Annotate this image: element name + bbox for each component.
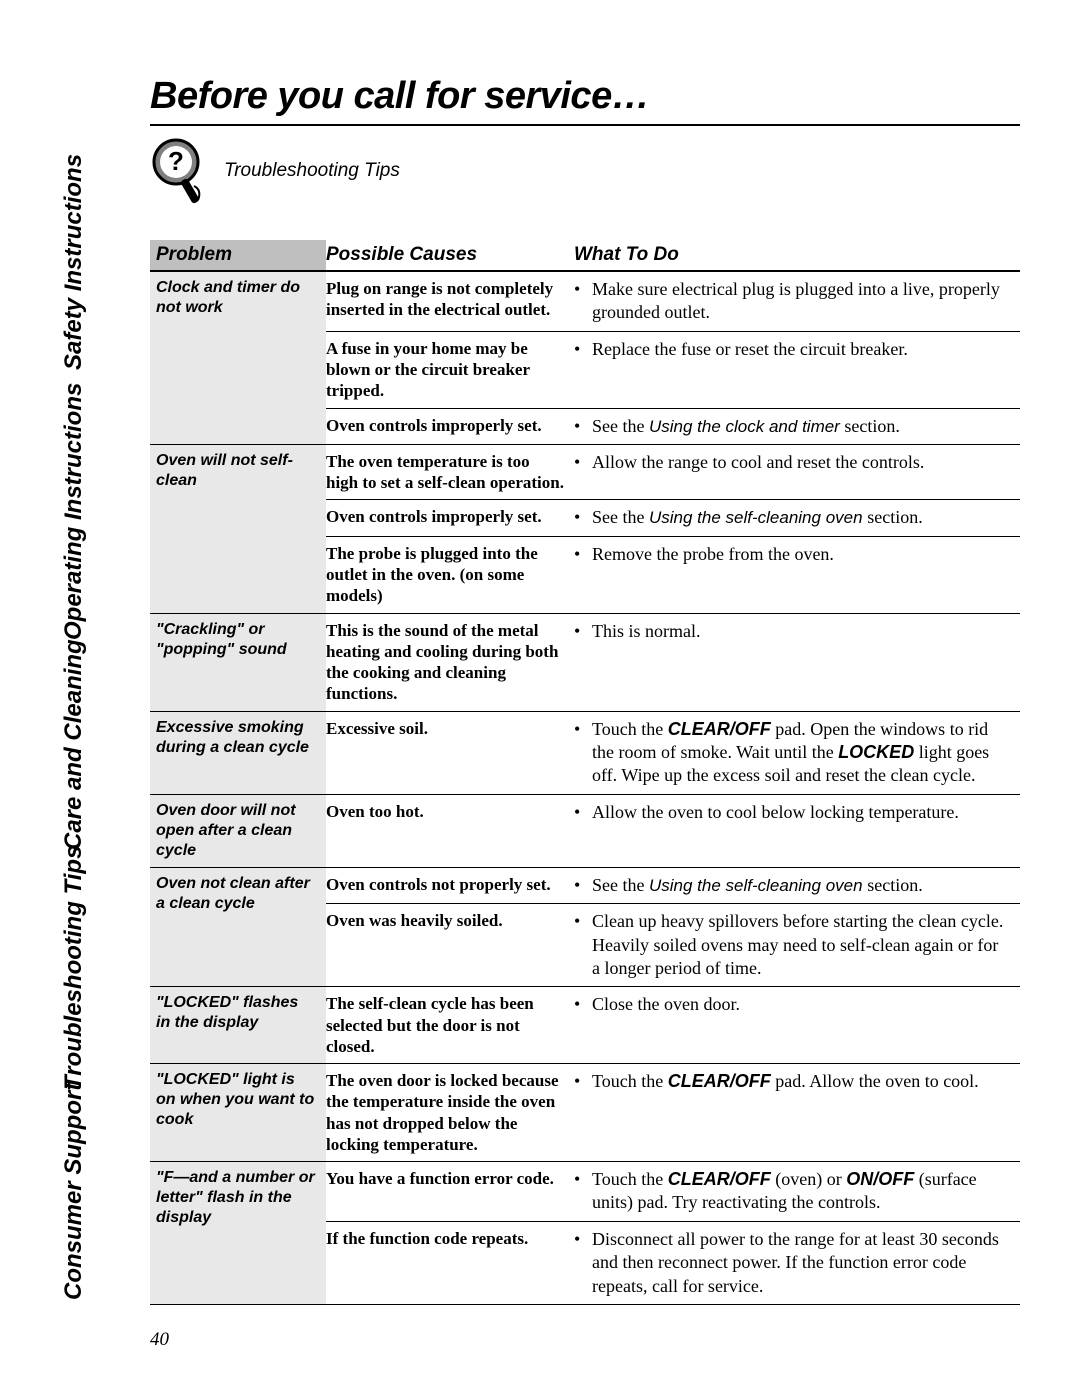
cause-cell: If the function code repeats. — [326, 1221, 574, 1304]
todo-cell: •Replace the fuse or reset the circuit b… — [574, 331, 1020, 408]
cause-cell: The oven door is locked because the temp… — [326, 1064, 574, 1162]
cause-cell: The self-clean cycle has been selected b… — [326, 987, 574, 1064]
table-row: "F—and a number or letter" flash in the … — [150, 1162, 1020, 1222]
cause-cell: This is the sound of the metal heating a… — [326, 613, 574, 711]
subhead-text: Troubleshooting Tips — [224, 160, 400, 182]
col-todo: What To Do — [574, 240, 1020, 271]
title-rule — [150, 124, 1020, 126]
todo-cell: •See the Using the self-cleaning oven se… — [574, 867, 1020, 903]
problem-cell: Excessive smoking during a clean cycle — [150, 711, 326, 794]
todo-cell: •Touch the CLEAR/OFF pad. Allow the oven… — [574, 1064, 1020, 1162]
todo-cell: •Allow the range to cool and reset the c… — [574, 444, 1020, 500]
cause-cell: Oven controls improperly set. — [326, 408, 574, 444]
problem-cell: "Crackling" or "popping" sound — [150, 613, 326, 711]
side-tabs: Safety Instructions Operating Instruction… — [60, 80, 120, 1160]
problem-cell: "LOCKED" flashes in the display — [150, 987, 326, 1064]
cause-cell: Oven was heavily soiled. — [326, 904, 574, 987]
side-tab: Consumer Support — [60, 1083, 88, 1300]
problem-cell: Oven will not self-clean — [150, 444, 326, 613]
todo-cell: •See the Using the self-cleaning oven se… — [574, 500, 1020, 536]
problem-cell: Oven door will not open after a clean cy… — [150, 794, 326, 867]
todo-cell: •Touch the CLEAR/OFF pad. Open the windo… — [574, 711, 1020, 794]
table-row: "LOCKED" light is on when you want to co… — [150, 1064, 1020, 1162]
todo-cell: •Disconnect all power to the range for a… — [574, 1221, 1020, 1304]
todo-cell: •Remove the probe from the oven. — [574, 536, 1020, 613]
cause-cell: Plug on range is not completely inserted… — [326, 271, 574, 331]
side-tab: Troubleshooting Tips — [60, 846, 88, 1090]
cause-cell: Excessive soil. — [326, 711, 574, 794]
cause-cell: Oven controls not properly set. — [326, 867, 574, 903]
col-problem: Problem — [150, 240, 326, 271]
page-title: Before you call for service… — [150, 75, 1020, 118]
todo-cell: •See the Using the clock and timer secti… — [574, 408, 1020, 444]
cause-cell: A fuse in your home may be blown or the … — [326, 331, 574, 408]
page-number: 40 — [150, 1329, 1020, 1351]
todo-cell: •Make sure electrical plug is plugged in… — [574, 271, 1020, 331]
todo-cell: •Clean up heavy spillovers before starti… — [574, 904, 1020, 987]
table-row: Excessive smoking during a clean cycleEx… — [150, 711, 1020, 794]
troubleshooting-table: Problem Possible Causes What To Do Clock… — [150, 240, 1020, 1305]
table-row: Oven door will not open after a clean cy… — [150, 794, 1020, 867]
problem-cell: Oven not clean after a clean cycle — [150, 867, 326, 987]
cause-cell: The probe is plugged into the outlet in … — [326, 536, 574, 613]
todo-cell: •This is normal. — [574, 613, 1020, 711]
table-row: "LOCKED" flashes in the displayThe self-… — [150, 987, 1020, 1064]
table-row: Clock and timer do not workPlug on range… — [150, 271, 1020, 331]
page-body: Before you call for service… ? Troublesh… — [150, 75, 1020, 1351]
subhead-row: ? Troubleshooting Tips — [150, 136, 1020, 206]
todo-cell: •Close the oven door. — [574, 987, 1020, 1064]
col-causes: Possible Causes — [326, 240, 574, 271]
svg-text:?: ? — [168, 146, 184, 176]
todo-cell: •Allow the oven to cool below locking te… — [574, 794, 1020, 867]
cause-cell: The oven temperature is too high to set … — [326, 444, 574, 500]
table-body: Clock and timer do not workPlug on range… — [150, 271, 1020, 1305]
table-row: "Crackling" or "popping" soundThis is th… — [150, 613, 1020, 711]
problem-cell: "LOCKED" light is on when you want to co… — [150, 1064, 326, 1162]
cause-cell: Oven too hot. — [326, 794, 574, 867]
cause-cell: You have a function error code. — [326, 1162, 574, 1222]
cause-cell: Oven controls improperly set. — [326, 500, 574, 536]
magnifier-question-icon: ? — [150, 136, 210, 206]
problem-cell: Clock and timer do not work — [150, 271, 326, 444]
side-tab: Care and Cleaning — [60, 639, 88, 850]
table-row: Oven not clean after a clean cycleOven c… — [150, 867, 1020, 903]
todo-cell: •Touch the CLEAR/OFF (oven) or ON/OFF (s… — [574, 1162, 1020, 1222]
table-row: Oven will not self-cleanThe oven tempera… — [150, 444, 1020, 500]
side-tab: Operating Instructions — [60, 383, 88, 640]
side-tab: Safety Instructions — [60, 154, 88, 370]
problem-cell: "F—and a number or letter" flash in the … — [150, 1162, 326, 1305]
